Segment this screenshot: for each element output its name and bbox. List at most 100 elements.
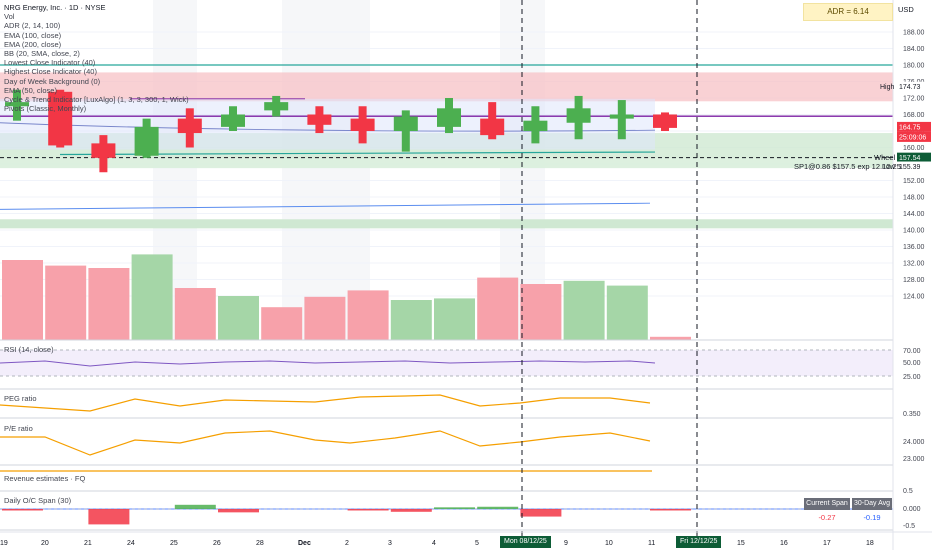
revenue-label[interactable]: Revenue estimates · FQ xyxy=(4,474,86,483)
price-axis-label: 160.00 xyxy=(903,145,925,152)
legend-line[interactable]: Highest Close Indicator (40) xyxy=(4,67,97,77)
legend-line[interactable]: ADR (2, 14, 100) xyxy=(4,21,61,31)
day-shade xyxy=(282,0,326,340)
pe-axis-label: 24.000 xyxy=(903,439,925,446)
price-axis-label: 152.00 xyxy=(903,178,925,185)
legend-line[interactable]: EMA (50, close) xyxy=(4,85,57,95)
time-axis-label: 21 xyxy=(84,540,92,547)
price-axis-label: 136.00 xyxy=(903,244,925,251)
legend-line[interactable]: EMA (100, close) xyxy=(4,30,62,40)
volume-bar xyxy=(261,307,303,340)
strike-price-tag: 157.54 xyxy=(899,155,921,162)
price-axis-label: 132.00 xyxy=(903,261,925,268)
time-axis-label: 17 xyxy=(823,540,831,547)
legend-line[interactable]: Day of Week Background (0) xyxy=(4,76,101,86)
price-axis-label: 124.00 xyxy=(903,294,925,301)
oc-axis-label: 0.5 xyxy=(903,488,913,495)
peg-label[interactable]: PEG ratio xyxy=(4,394,37,403)
candle-body xyxy=(307,114,332,125)
volume-bar xyxy=(174,288,216,340)
candle-body xyxy=(609,114,634,119)
legend-line[interactable]: EMA (200, close) xyxy=(4,39,62,49)
time-axis-label: 11 xyxy=(648,540,655,547)
oc-axis-label: 0.000 xyxy=(903,506,921,513)
adr-box: ADR = 6.14 xyxy=(803,3,893,21)
high-value-tag-bg xyxy=(897,81,931,92)
oc-span-bar xyxy=(390,509,432,512)
time-axis-label: 10 xyxy=(605,540,613,547)
currency-label[interactable]: USD xyxy=(898,5,914,14)
candle-body xyxy=(177,118,202,134)
wheel-zone xyxy=(0,158,893,169)
time-axis-label: 9 xyxy=(564,540,568,547)
symbol-title[interactable]: NRG Energy, Inc. · 1D · NYSE xyxy=(4,3,106,12)
time-axis-label: 2 xyxy=(345,540,349,547)
oc-span-label[interactable]: Daily O/C Span (30) xyxy=(4,496,72,505)
time-axis-label: 20 xyxy=(41,540,49,547)
volume-bar xyxy=(45,265,87,340)
oc-span-bar xyxy=(2,509,43,511)
low-label: Low xyxy=(882,164,896,171)
candle-body xyxy=(221,114,245,127)
crosshair-date-1: Mon 08/12/25 xyxy=(500,536,551,548)
volume-bar xyxy=(88,268,130,340)
legend-line[interactable]: BB (20, SMA, close, 2) xyxy=(4,49,80,59)
price-axis-label: 140.00 xyxy=(903,228,925,235)
time-axis-label: 15 xyxy=(737,540,745,547)
wheel-label: Wheel xyxy=(874,153,896,162)
candle-body xyxy=(393,116,418,131)
candle-body xyxy=(91,143,116,158)
rsi-axis-label: 25.00 xyxy=(903,374,921,381)
oc-span-bar xyxy=(88,509,130,525)
time-axis-label: 26 xyxy=(213,540,221,547)
crosshair-date-2: Fri 12/12/25 xyxy=(676,536,722,548)
lowest-close-line xyxy=(59,151,656,156)
rsi-line xyxy=(0,360,656,367)
volume-bar xyxy=(2,260,43,340)
rsi-label[interactable]: RSI (14, close) xyxy=(4,345,54,354)
candle-body xyxy=(566,108,591,123)
price-axis-label: 184.00 xyxy=(903,46,925,53)
candle-body xyxy=(48,91,73,146)
avg-span-value: -0.19 xyxy=(863,513,881,522)
time-axis-label: 25 xyxy=(170,540,178,547)
oc-span-bar xyxy=(520,509,562,517)
oc-span-bar xyxy=(650,509,691,511)
price-axis-label: 148.00 xyxy=(903,195,925,202)
legend-line[interactable]: Lowest Close Indicator (40) xyxy=(4,58,96,68)
rsi-axis-label: 70.00 xyxy=(903,348,921,355)
legend-line[interactable]: Vol xyxy=(4,12,15,22)
ema200-line xyxy=(0,202,651,210)
countdown-tag-bg xyxy=(897,131,931,142)
volume-bar xyxy=(434,298,475,340)
volume-bar xyxy=(606,285,648,340)
time-axis-label: 24 xyxy=(127,540,135,547)
volume-bar xyxy=(390,300,432,340)
legend-line[interactable]: Pivots (Classic, Monthly) xyxy=(4,104,87,114)
current-span-value: -0.27 xyxy=(818,513,836,522)
pe-axis-label: 23.000 xyxy=(903,456,925,463)
time-axis-label: 16 xyxy=(780,540,788,547)
legend-line[interactable]: Cycle & Trend Indicator [LuxAlgo] (1, 3,… xyxy=(4,95,189,105)
price-axis-label: 172.00 xyxy=(903,96,925,103)
oc-span-bar xyxy=(477,506,519,509)
peg-axis-label: 0.350 xyxy=(903,411,921,418)
volume-bar xyxy=(347,290,389,340)
pivot-zone xyxy=(0,219,893,229)
volume-bar xyxy=(218,296,259,340)
time-axis-label: 4 xyxy=(432,540,436,547)
time-axis-label: 19 xyxy=(0,540,8,547)
last-price-tag: 164.75 xyxy=(899,124,921,131)
pe-label[interactable]: P/E ratio xyxy=(4,424,33,433)
candle-body xyxy=(437,108,461,127)
resistance-zone xyxy=(0,72,893,102)
high-label: High xyxy=(880,84,895,91)
price-axis-label: 128.00 xyxy=(903,277,925,284)
high-value-tag: 174.73 xyxy=(899,84,921,91)
rsi-axis-label: 50.00 xyxy=(903,360,921,367)
low-value-tag: 155.39 xyxy=(899,164,921,171)
candle-body xyxy=(5,102,29,107)
time-axis-label: 5 xyxy=(475,540,479,547)
volume-bar xyxy=(650,336,691,340)
